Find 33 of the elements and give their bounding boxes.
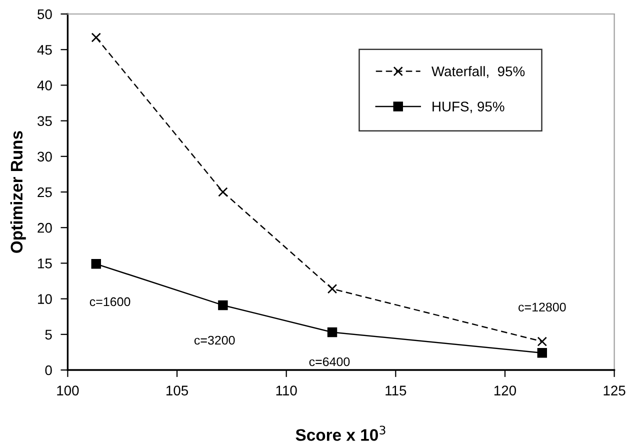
y-tick-label: 25 bbox=[38, 187, 52, 198]
y-axis-title: Optimizer Runs bbox=[10, 131, 26, 253]
y-tick-label: 10 bbox=[38, 294, 52, 304]
point bbox=[537, 348, 548, 358]
y-tick-label: 40 bbox=[37, 80, 52, 90]
annotation: c=6400 bbox=[309, 357, 350, 366]
x-tick-label: 110 bbox=[276, 386, 297, 396]
annotation: c=3200 bbox=[194, 336, 235, 345]
x-tick-label: 120 bbox=[494, 386, 516, 396]
annotation: c=12800 bbox=[518, 302, 566, 312]
annotation: c=1600 bbox=[90, 297, 130, 306]
y-tick-label: 20 bbox=[38, 222, 52, 233]
legend-label: HUFS, 95% bbox=[432, 102, 504, 114]
point bbox=[91, 259, 101, 269]
legend-label: Waterfall, 95% bbox=[432, 66, 525, 78]
y-tick-label: 35 bbox=[38, 116, 52, 126]
point bbox=[218, 187, 228, 197]
x-tick-label: 125 bbox=[604, 386, 626, 396]
point bbox=[327, 284, 338, 294]
y-tick-label: 15 bbox=[38, 258, 52, 268]
x-tick-label: 115 bbox=[386, 386, 406, 396]
y-tick-label: 50 bbox=[38, 9, 52, 20]
y-tick-label: 5 bbox=[45, 330, 52, 340]
x-tick-label: 105 bbox=[166, 386, 188, 396]
point bbox=[327, 327, 338, 338]
y-tick-label: 45 bbox=[37, 45, 52, 55]
y-tick-label: 30 bbox=[38, 152, 52, 162]
x-tick-label: 100 bbox=[57, 386, 79, 396]
y-tick-label: 0 bbox=[45, 365, 52, 376]
point bbox=[91, 32, 101, 42]
point bbox=[537, 336, 548, 346]
point bbox=[218, 300, 228, 310]
x-axis-title: Score x 10$^{3}$ bbox=[296, 426, 386, 441]
